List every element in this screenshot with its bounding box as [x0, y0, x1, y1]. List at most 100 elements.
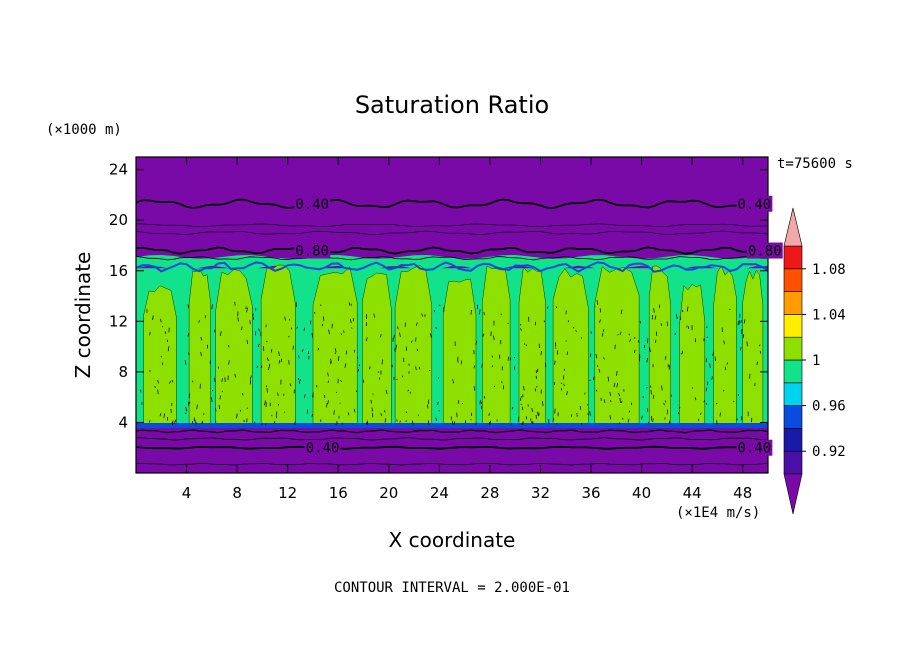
x-tick-label: 16	[329, 484, 348, 502]
contour-speck	[298, 379, 301, 384]
contour-speck	[529, 418, 532, 421]
contour-speck	[280, 358, 283, 363]
contour-speck	[609, 415, 612, 420]
contour-speck	[399, 420, 401, 423]
contour-speck	[530, 420, 533, 424]
contour-line	[136, 246, 768, 255]
y-tick-label: 16	[109, 262, 128, 280]
contour-label: 0.40	[737, 441, 771, 457]
contour-speck	[344, 363, 347, 368]
contour-speck	[405, 420, 407, 422]
contour-speck	[224, 377, 226, 382]
contour-line	[136, 198, 768, 210]
contour-speck	[257, 343, 260, 348]
contour-speck	[416, 322, 418, 326]
contour-speck	[349, 319, 352, 324]
contour-speck	[536, 385, 538, 388]
contour-speck	[204, 315, 207, 319]
contour-label-bg	[294, 195, 331, 212]
contour-speck	[706, 336, 709, 338]
contour-speck	[366, 420, 369, 424]
colorbar-over-arrow	[783, 207, 803, 247]
contour-speck	[355, 390, 358, 393]
contour-speck	[619, 331, 622, 335]
cloud-column	[594, 266, 640, 427]
contour-speck	[326, 402, 328, 408]
contour-speck	[723, 340, 725, 345]
contour-speck	[196, 404, 198, 410]
contour-speck	[284, 316, 286, 321]
contour-speck	[599, 308, 602, 313]
y-tick-label: 12	[109, 312, 128, 330]
contour-speck	[350, 303, 352, 306]
colorbar-labels: 1.08 1.04 1 0.96 0.92	[802, 262, 846, 460]
contour-speck	[639, 321, 642, 324]
contour-speck	[724, 366, 727, 371]
contour-speck	[327, 380, 329, 383]
contour-speck	[288, 335, 290, 338]
contour-speck	[527, 404, 529, 407]
contour-speck	[317, 347, 320, 351]
contour-speck	[211, 304, 213, 310]
contour-speck	[268, 363, 271, 368]
contour-speck	[337, 356, 340, 362]
y-unit-label: (×1000 m)	[46, 122, 122, 138]
contour-speck	[266, 388, 268, 393]
cloud-column	[312, 266, 358, 427]
contour-speck	[709, 363, 711, 368]
x-tick-label: 28	[480, 484, 499, 502]
contour-specks	[140, 299, 762, 426]
contour-speck	[185, 408, 188, 411]
contour-speck	[395, 344, 398, 350]
contour-speck	[348, 302, 351, 306]
contour-speck	[311, 413, 313, 417]
contour-speck	[407, 389, 409, 392]
contour-speck	[416, 348, 419, 352]
contour-speck	[480, 401, 483, 404]
cloud-column	[143, 285, 177, 427]
contour-speck	[596, 299, 599, 305]
contour-line	[136, 445, 768, 450]
contour-speck	[266, 340, 268, 343]
contour-labels: 0.40 0.40 0.80 0.80 0.40 0.40	[294, 195, 783, 457]
contour-speck	[322, 316, 325, 322]
colorbar-level	[783, 245, 803, 270]
colorbar-label: 1	[812, 353, 820, 369]
contour-speck	[411, 340, 413, 343]
cloud-column	[742, 269, 764, 427]
x-tick-label: 48	[733, 484, 752, 502]
contour-speck	[500, 313, 502, 315]
contour-speck	[596, 364, 599, 367]
contour-speck	[759, 344, 761, 347]
colorbar-label: 0.92	[812, 444, 846, 460]
contour-speck	[184, 412, 187, 415]
contour-speck	[246, 407, 249, 410]
x-tick-label: 36	[581, 484, 600, 502]
contour-speck	[593, 376, 595, 380]
contour-speck	[365, 337, 368, 342]
contour-speck	[394, 348, 396, 353]
contour-speck	[381, 359, 383, 365]
colorbar-level	[783, 336, 803, 361]
contour-speck	[589, 379, 591, 382]
x-tick-label: 24	[430, 484, 449, 502]
contour-speck	[475, 422, 477, 426]
plot-frame	[135, 156, 769, 474]
contour-speck	[629, 338, 631, 342]
contour-speck	[171, 422, 173, 425]
contour-speck	[479, 399, 481, 405]
contour-speck	[575, 329, 577, 333]
contour-speck	[258, 328, 260, 332]
contour-speck	[567, 320, 570, 323]
contour-label: 0.80	[748, 244, 782, 260]
contour-speck	[742, 334, 745, 339]
contour-speck	[652, 394, 655, 399]
contour-speck	[522, 385, 525, 391]
contour-speck	[473, 385, 476, 391]
contour-speck	[663, 402, 665, 406]
contour-speck	[540, 350, 542, 356]
contour-speck	[327, 400, 329, 404]
contour-speck	[521, 422, 523, 425]
contour-speck	[714, 356, 717, 361]
contour-label-bg	[746, 242, 783, 259]
